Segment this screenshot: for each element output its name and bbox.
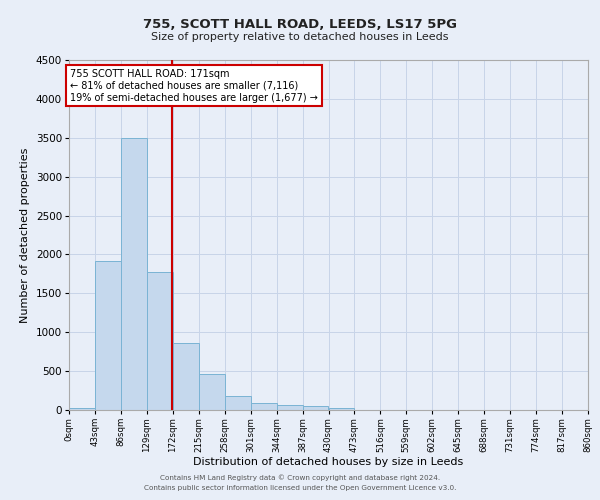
Bar <box>199 374 224 410</box>
Bar <box>329 408 355 410</box>
Text: 755 SCOTT HALL ROAD: 171sqm
← 81% of detached houses are smaller (7,116)
19% of : 755 SCOTT HALL ROAD: 171sqm ← 81% of det… <box>70 70 318 102</box>
Bar <box>224 396 251 410</box>
Text: 755, SCOTT HALL ROAD, LEEDS, LS17 5PG: 755, SCOTT HALL ROAD, LEEDS, LS17 5PG <box>143 18 457 30</box>
Text: Contains public sector information licensed under the Open Government Licence v3: Contains public sector information licen… <box>144 485 456 491</box>
Bar <box>69 408 95 410</box>
Bar <box>251 402 277 410</box>
X-axis label: Distribution of detached houses by size in Leeds: Distribution of detached houses by size … <box>193 458 464 468</box>
Bar <box>95 260 121 410</box>
Bar <box>121 138 147 410</box>
Y-axis label: Number of detached properties: Number of detached properties <box>20 148 30 322</box>
Bar <box>277 405 302 410</box>
Bar <box>173 343 199 410</box>
Bar <box>147 272 173 410</box>
Text: Contains HM Land Registry data © Crown copyright and database right 2024.: Contains HM Land Registry data © Crown c… <box>160 474 440 481</box>
Bar <box>302 406 329 410</box>
Text: Size of property relative to detached houses in Leeds: Size of property relative to detached ho… <box>151 32 449 42</box>
